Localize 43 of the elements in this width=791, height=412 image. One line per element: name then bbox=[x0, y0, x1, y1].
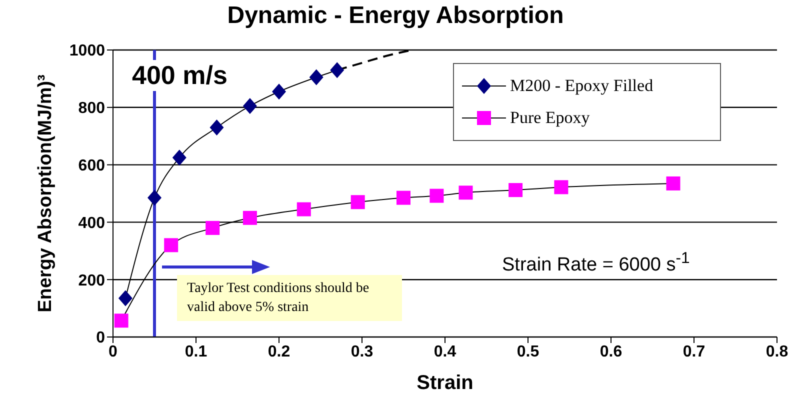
annotation: 400 m/s bbox=[128, 60, 232, 91]
y-tick-label: 0 bbox=[96, 330, 106, 347]
point bbox=[296, 202, 311, 216]
point bbox=[118, 290, 132, 306]
x-tick-label: 0.2 bbox=[268, 343, 290, 360]
point bbox=[114, 314, 128, 328]
point bbox=[242, 98, 257, 114]
legend-label: Pure Epoxy bbox=[510, 108, 590, 128]
point bbox=[172, 150, 186, 166]
x-tick-label: 0.1 bbox=[184, 343, 208, 360]
point bbox=[272, 84, 286, 100]
point bbox=[164, 238, 178, 252]
point bbox=[242, 210, 257, 225]
point bbox=[210, 119, 224, 136]
point bbox=[206, 220, 220, 235]
x-tick-label: 0.3 bbox=[350, 343, 374, 360]
point bbox=[148, 190, 162, 206]
annotation: Strain Rate = 6000 s$^{-1}$ bbox=[502, 250, 690, 276]
point bbox=[430, 188, 444, 203]
point bbox=[396, 190, 410, 205]
point bbox=[458, 186, 473, 200]
y-axis-title: Energy Absorption(MJ/m)³ bbox=[35, 74, 56, 312]
y-tick-label: 200 bbox=[78, 272, 106, 290]
y-tick-label: 1000 bbox=[69, 42, 106, 60]
point bbox=[554, 180, 568, 194]
point bbox=[350, 195, 365, 210]
x-tick-label: 0.5 bbox=[516, 343, 540, 360]
x-tick-label: 0.6 bbox=[600, 343, 622, 360]
y-tick-label: 400 bbox=[78, 214, 106, 232]
note-box: Taylor Test conditions should be valid above 5% strain bbox=[177, 275, 402, 321]
x-tick-label: 0.8 bbox=[766, 343, 788, 360]
point bbox=[309, 69, 324, 86]
chart-title: Dynamic - Energy Absorption bbox=[226, 2, 565, 30]
x-axis-title: Strain bbox=[416, 372, 474, 394]
x-tick-label: 0.7 bbox=[682, 343, 706, 360]
x-tick-label: 0 bbox=[108, 343, 118, 360]
x-tick-label: 0.4 bbox=[434, 343, 456, 360]
y-tick-label: 800 bbox=[78, 100, 106, 118]
legend-label: M200 - Epoxy Filled bbox=[510, 76, 654, 96]
point bbox=[508, 183, 523, 198]
y-tick-label: 600 bbox=[78, 157, 106, 174]
point bbox=[666, 176, 680, 190]
point bbox=[330, 62, 344, 78]
